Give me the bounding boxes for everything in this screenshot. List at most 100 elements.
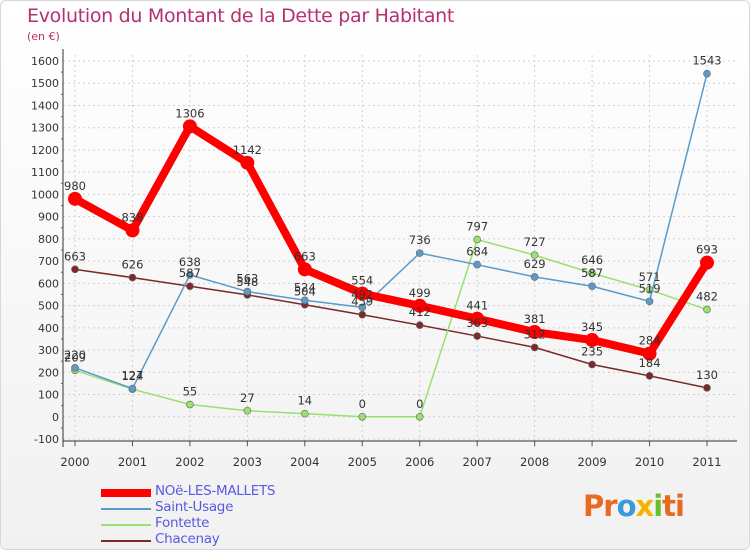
- x-tick-label: 2005: [348, 455, 377, 469]
- data-point: [700, 255, 714, 270]
- data-label: 626: [121, 258, 143, 272]
- data-label: 629: [524, 257, 546, 271]
- data-point: [358, 412, 367, 421]
- data-label: 0: [359, 397, 366, 411]
- data-point: [128, 273, 137, 282]
- data-label: 1306: [175, 106, 204, 120]
- legend-swatch: [101, 508, 151, 510]
- data-point: [186, 271, 194, 279]
- data-point: [703, 305, 711, 314]
- data-point: [473, 332, 481, 340]
- y-tick-label: 800: [38, 233, 59, 246]
- y-tick-label: 600: [38, 277, 59, 290]
- data-point: [588, 360, 596, 369]
- data-label: 838: [121, 210, 143, 224]
- legend-swatch: [101, 524, 151, 526]
- x-tick-label: 2003: [233, 455, 262, 469]
- data-point: [243, 406, 252, 415]
- data-point: [68, 191, 82, 206]
- chart-title: Evolution du Montant de la Dette par Hab…: [27, 5, 455, 27]
- data-point: [415, 249, 424, 257]
- y-tick-label: 1000: [31, 188, 59, 201]
- x-tick-label: 2009: [577, 455, 606, 469]
- x-tick-label: 2008: [520, 455, 549, 469]
- data-label: 519: [639, 281, 661, 295]
- data-point: [71, 265, 79, 274]
- data-point: [358, 310, 367, 319]
- legend-label: Chacenay: [155, 531, 220, 547]
- data-label: 312: [524, 327, 546, 341]
- data-point: [645, 372, 654, 380]
- data-point: [645, 297, 654, 306]
- data-point: [642, 346, 657, 361]
- data-label: 736: [409, 233, 431, 247]
- data-label: 1142: [233, 143, 262, 157]
- legend-label: NOë-LES-MALLETS: [155, 483, 276, 499]
- data-label: 693: [696, 243, 718, 257]
- brand-letters-4: i: [653, 489, 663, 523]
- data-label: 482: [696, 290, 718, 304]
- x-tick-label: 2007: [463, 455, 492, 469]
- series-line-1: [74, 73, 708, 390]
- data-point: [186, 400, 194, 409]
- brand-letters-2: o: [616, 489, 637, 523]
- data-label: 0: [416, 397, 423, 411]
- data-label: 184: [639, 356, 661, 370]
- data-point: [71, 364, 79, 372]
- data-point: [243, 287, 252, 296]
- data-label: 220: [64, 348, 86, 362]
- series-line-3: [74, 268, 708, 389]
- data-label: 646: [581, 253, 603, 267]
- data-label: 492: [351, 287, 373, 301]
- y-tick-label: 700: [38, 255, 59, 268]
- data-label: 14: [297, 394, 312, 408]
- legend-label: Fontette: [155, 515, 210, 531]
- y-tick-label: 1600: [31, 55, 59, 68]
- data-point: [530, 251, 539, 259]
- data-point: [473, 260, 481, 269]
- y-tick-label: 100: [38, 389, 59, 402]
- data-label: 127: [121, 369, 143, 383]
- y-tick-label: 1400: [31, 99, 59, 112]
- x-tick-label: 2000: [60, 455, 89, 469]
- data-label: 638: [179, 255, 201, 269]
- data-point: [415, 412, 424, 421]
- data-label: 412: [409, 305, 431, 319]
- y-tick-label: 0: [52, 411, 59, 424]
- data-label: 235: [581, 345, 603, 359]
- data-label: 459: [351, 295, 373, 309]
- data-point: [125, 223, 140, 238]
- data-point: [301, 409, 309, 418]
- data-label: 587: [179, 266, 201, 280]
- x-tick-label: 2002: [175, 455, 204, 469]
- y-tick-label: 300: [38, 344, 59, 357]
- chart-subtitle: (en €): [27, 30, 60, 43]
- brand-letters-1: Pr: [583, 489, 618, 523]
- data-label: 554: [351, 274, 373, 288]
- data-label: 499: [409, 286, 431, 300]
- y-tick-label: 1200: [31, 144, 59, 157]
- y-tick-label: 1300: [31, 122, 59, 135]
- data-label: 209: [64, 350, 86, 364]
- data-label: 130: [696, 368, 718, 382]
- data-point: [470, 311, 485, 326]
- x-tick-label: 2001: [118, 455, 147, 469]
- legend-swatch: [101, 540, 151, 542]
- data-point: [473, 235, 481, 244]
- y-tick-label: -100: [34, 433, 59, 446]
- data-label: 363: [466, 316, 488, 330]
- data-point: [358, 303, 367, 312]
- data-point: [301, 296, 309, 305]
- series-line-0: [73, 122, 711, 358]
- x-tick-label: 2010: [635, 455, 664, 469]
- data-label: 27: [240, 391, 255, 405]
- data-label: 55: [183, 385, 198, 399]
- x-tick-label: 2004: [290, 455, 319, 469]
- data-point: [530, 343, 539, 352]
- y-tick-label: 900: [38, 211, 59, 224]
- data-label: 1543: [692, 54, 721, 68]
- x-tick-label: 2011: [692, 455, 721, 469]
- data-label: 980: [64, 179, 86, 193]
- y-tick-label: 200: [38, 366, 59, 379]
